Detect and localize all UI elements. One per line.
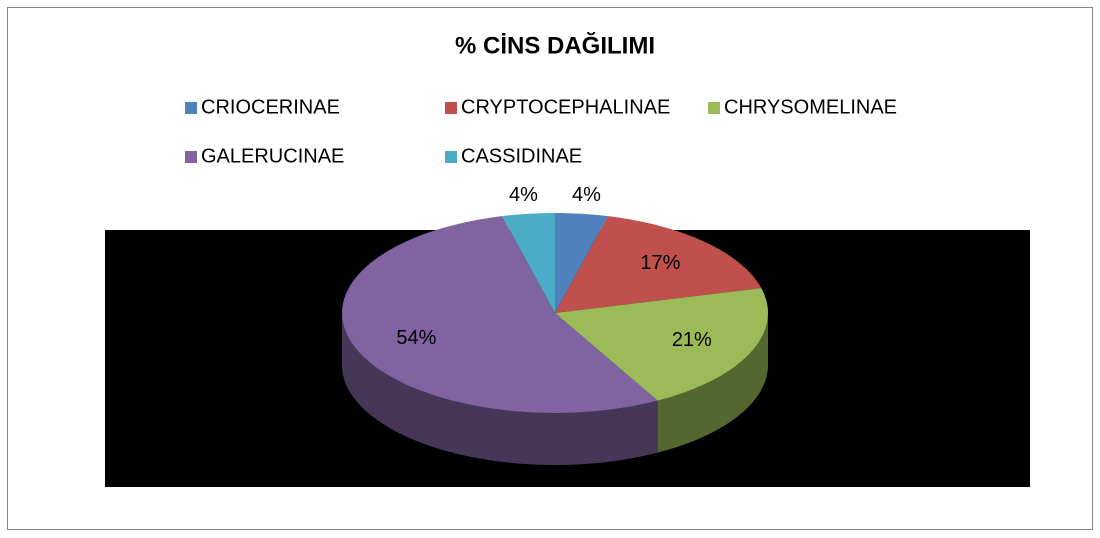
slice — [555, 216, 762, 313]
data-label: 4% — [509, 184, 538, 206]
slice-side — [342, 313, 658, 465]
slice — [555, 288, 768, 401]
data-label: 21% — [672, 329, 712, 351]
legend-swatch — [185, 102, 197, 114]
data-label: 17% — [640, 252, 680, 274]
slice — [502, 213, 555, 313]
slice — [342, 216, 658, 413]
data-label: 4% — [572, 184, 601, 206]
slice — [555, 213, 608, 313]
legend-label: CRIOCERINAE — [201, 96, 340, 118]
data-label: 54% — [396, 327, 436, 349]
chart-title: % CİNS DAĞILIMI — [455, 31, 655, 59]
legend-swatch — [708, 102, 720, 114]
legend-swatch — [445, 151, 457, 163]
legend-label: CRYPTOCEPHALINAE — [461, 96, 670, 118]
legend-label: CASSIDINAE — [461, 145, 582, 167]
legend-swatch — [445, 102, 457, 114]
legend-label: CHRYSOMELINAE — [724, 96, 897, 118]
legend-swatch — [185, 151, 197, 163]
slice-side — [657, 313, 768, 453]
legend-label: GALERUCINAE — [201, 145, 344, 167]
